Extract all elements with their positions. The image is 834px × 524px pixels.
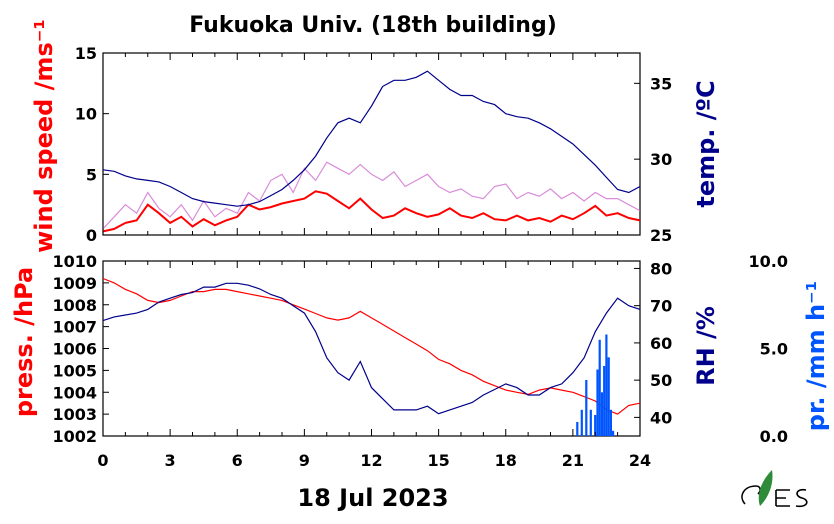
hour-tick-label: 15 [427, 451, 449, 470]
hour-tick-label: 6 [232, 451, 243, 470]
pressure-tick-label: 1003 [52, 405, 97, 424]
rh-tick-label: 50 [650, 371, 672, 390]
precip-bar [600, 392, 603, 437]
hour-tick-label: 18 [495, 451, 517, 470]
precip-bar [589, 409, 592, 437]
precip-bar [580, 409, 583, 437]
precip-bar [605, 334, 608, 436]
precip-axis-label: pr. /mm h⁻¹ [802, 281, 830, 431]
pressure-tick-label: 1008 [52, 296, 97, 315]
temperature-tick-label: 25 [650, 226, 672, 245]
chart-title: Fukuoka Univ. (18th building) [189, 13, 557, 38]
precip-bar [576, 422, 579, 436]
wind-speed-raw-line [102, 161, 641, 230]
precip-tick-label: 0.0 [760, 427, 788, 446]
wind-speed-tick-label: 0 [86, 226, 97, 245]
pressure-tick-label: 1005 [52, 361, 97, 380]
precip-bar [585, 380, 588, 436]
wind-speed-tick-label: 15 [75, 44, 97, 63]
temperature-axis-label: temp. /ºC [692, 80, 720, 207]
wind-speed-axis-label: wind speed /ms⁻¹ [30, 19, 58, 253]
temperature-tick-label: 30 [650, 150, 672, 169]
rh-tick-label: 80 [650, 259, 672, 278]
temperature-line [102, 70, 641, 207]
lower-panel-frame [102, 260, 641, 437]
pressure-tick-label: 1010 [52, 252, 97, 271]
logo [741, 470, 808, 508]
wind-speed-tick-label: 10 [75, 105, 97, 124]
wind-speed-line [102, 190, 641, 233]
rh-line [102, 282, 641, 415]
hour-tick-label: 3 [165, 451, 176, 470]
rh-tick-label: 40 [650, 408, 672, 427]
precip-bar [607, 357, 610, 437]
rh-tick-label: 60 [650, 334, 672, 353]
precip-bar [609, 409, 612, 437]
precip-tick-label: 5.0 [760, 340, 788, 359]
pressure-axis-label: press. /hPa [10, 267, 38, 417]
temperature-tick-label: 35 [650, 74, 672, 93]
hour-tick-label: 0 [97, 451, 108, 470]
precip-tick-label: 10.0 [749, 252, 788, 271]
precip-bar [594, 415, 597, 436]
hour-tick-label: 24 [629, 451, 651, 470]
hour-tick-label: 9 [299, 451, 310, 470]
pressure-tick-label: 1002 [52, 427, 97, 446]
rh-axis-label: RH /% [692, 306, 720, 386]
pressure-tick-label: 1007 [52, 318, 97, 337]
date-label: 18 Jul 2023 [297, 484, 448, 512]
hour-tick-label: 21 [562, 451, 584, 470]
pressure-tick-label: 1004 [52, 383, 97, 402]
wind-speed-tick-label: 5 [86, 165, 97, 184]
precip-bar [596, 369, 599, 436]
pressure-line [102, 277, 641, 415]
hour-tick-label: 12 [360, 451, 382, 470]
rh-tick-label: 70 [650, 297, 672, 316]
precip-bar [612, 430, 615, 437]
precip-bar [598, 339, 601, 437]
pressure-tick-label: 1009 [52, 274, 97, 293]
precip-bar [603, 366, 606, 436]
pressure-tick-label: 1006 [52, 340, 97, 359]
